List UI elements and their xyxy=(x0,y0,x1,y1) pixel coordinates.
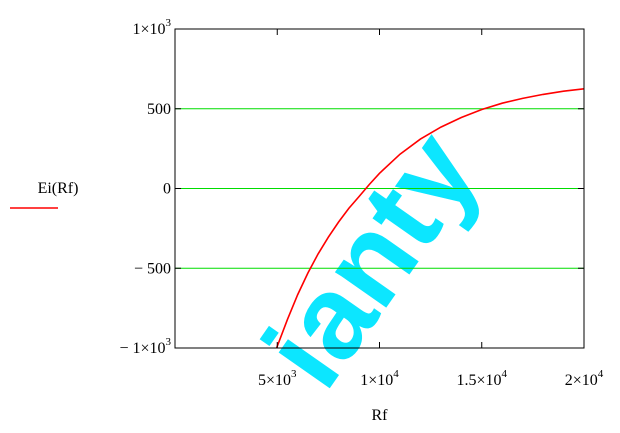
y-tick-label: 0 xyxy=(163,181,171,198)
x-tick-label: 1.5×104 xyxy=(456,368,507,389)
gridlines xyxy=(175,108,584,269)
y-tick-label: − 1×103 xyxy=(119,336,171,357)
y-axis-label-group: Ei(Rf) xyxy=(10,180,79,209)
x-tick-label: 2×104 xyxy=(565,368,604,389)
y-tick-label: 1×103 xyxy=(132,17,171,38)
x-tick-label: 5×103 xyxy=(258,368,297,389)
y-axis-label: Ei(Rf) xyxy=(38,180,79,197)
watermark-text: ianty xyxy=(238,109,504,410)
series-layer xyxy=(275,88,585,349)
watermark-layer: ianty xyxy=(238,109,504,410)
y-tick-label: 500 xyxy=(147,101,171,118)
x-tick-label: 1×104 xyxy=(360,368,399,389)
ticks: 1×103 500 0 − 500 − 1×103 5×103 1×104 1.5×104 2×… xyxy=(119,17,603,389)
x-axis-label: Rf xyxy=(372,407,389,424)
y-tick-label: − 500 xyxy=(134,260,171,277)
series-line-0 xyxy=(275,88,585,349)
